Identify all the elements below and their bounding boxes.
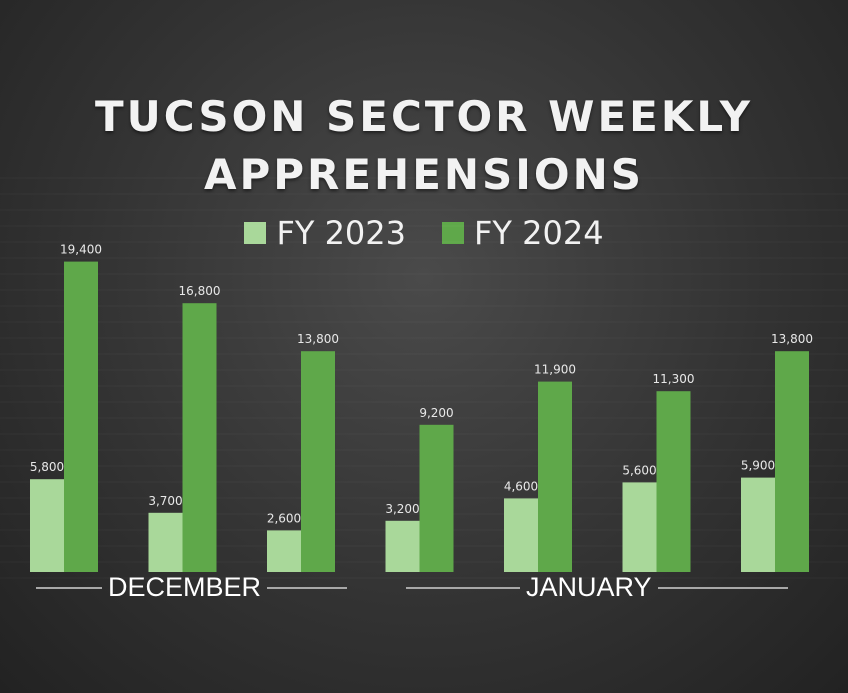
data-label-fy2023-3: 3,200 bbox=[385, 502, 419, 516]
chart-legend: FY 2023 FY 2024 bbox=[0, 214, 848, 252]
data-label-fy2024-5: 11,300 bbox=[653, 372, 695, 386]
bar-fy2024-6 bbox=[775, 351, 809, 572]
data-label-fy2024-6: 13,800 bbox=[771, 332, 813, 346]
legend-label-fy2024: FY 2024 bbox=[474, 214, 604, 252]
data-label-fy2024-1: 16,800 bbox=[179, 284, 221, 298]
bar-fy2023-6 bbox=[741, 477, 775, 572]
bar-fy2023-0 bbox=[30, 479, 64, 572]
chart-title-line-1: TUCSON SECTOR WEEKLY bbox=[94, 92, 754, 141]
data-label-fy2023-6: 5,900 bbox=[741, 459, 775, 473]
legend-label-fy2023: FY 2023 bbox=[276, 214, 406, 252]
chart-title: TUCSON SECTOR WEEKLY APPREHENSIONS bbox=[0, 88, 848, 204]
legend-item-fy2023: FY 2023 bbox=[244, 214, 406, 252]
month-divider-line bbox=[657, 586, 788, 589]
bar-fy2023-3 bbox=[385, 520, 420, 572]
month-divider-line bbox=[406, 586, 520, 589]
bar-fy2023-1 bbox=[148, 512, 183, 572]
chart-title-line-2: APPREHENSIONS bbox=[203, 150, 645, 199]
month-label-text: DECEMBER bbox=[108, 572, 262, 602]
legend-swatch-fy2023 bbox=[244, 222, 267, 244]
bar-fy2024-1 bbox=[182, 303, 217, 572]
data-label-fy2024-2: 13,800 bbox=[297, 332, 339, 346]
month-divider-line bbox=[36, 586, 102, 589]
data-label-fy2023-5: 5,600 bbox=[622, 463, 656, 477]
bar-fy2024-3 bbox=[419, 424, 454, 572]
bar-fy2023-4 bbox=[504, 498, 538, 572]
month-divider-line bbox=[267, 586, 348, 589]
month-label-january: JANUARY bbox=[406, 572, 788, 603]
bar-fy2024-5 bbox=[656, 391, 691, 572]
data-label-fy2023-4: 4,600 bbox=[504, 479, 538, 493]
data-label-fy2023-2: 2,600 bbox=[267, 511, 301, 525]
bar-fy2024-4 bbox=[538, 381, 572, 572]
legend-item-fy2024: FY 2024 bbox=[442, 214, 604, 252]
month-label-text: JANUARY bbox=[526, 572, 652, 602]
month-label-december: DECEMBER bbox=[36, 572, 348, 603]
data-label-fy2024-3: 9,200 bbox=[419, 406, 453, 420]
data-label-fy2023-0: 5,800 bbox=[30, 460, 64, 474]
data-label-fy2024-4: 11,900 bbox=[534, 363, 576, 377]
legend-swatch-fy2024 bbox=[442, 222, 464, 244]
bar-fy2024-0 bbox=[64, 261, 98, 572]
data-label-fy2023-1: 3,700 bbox=[148, 494, 182, 508]
bar-fy2024-2 bbox=[301, 351, 335, 572]
data-label-fy2024-0: 19,400 bbox=[60, 243, 102, 257]
bar-fy2023-5 bbox=[622, 482, 657, 572]
bar-fy2023-2 bbox=[267, 530, 301, 572]
